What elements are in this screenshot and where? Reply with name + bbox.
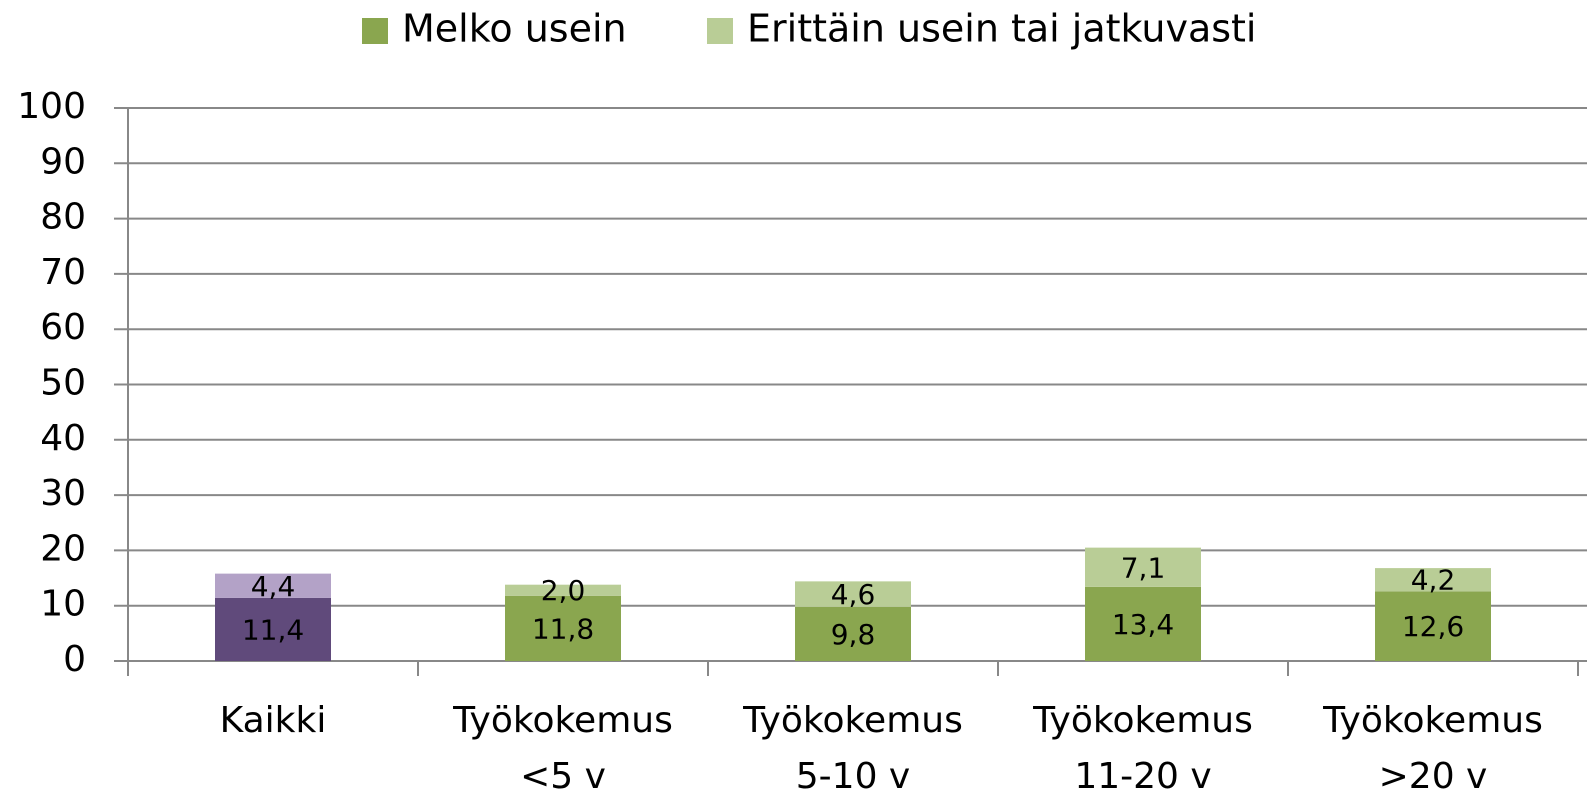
y-tick-label: 50 (40, 363, 86, 404)
x-tick-label: Työkokemus 11-20 v (1032, 700, 1253, 797)
bar-segment (1085, 547, 1201, 587)
y-tick-label: 0 (63, 639, 86, 680)
x-tick-label-line: Työkokemus (1322, 700, 1543, 741)
legend-swatch (362, 18, 388, 44)
bar-segment (215, 573, 331, 598)
x-tick-label: Työkokemus 5-10 v (742, 700, 963, 797)
y-tick-label: 40 (40, 418, 86, 459)
x-tick-label-line: Työkokemus (452, 700, 673, 741)
data-label: 4,6 (831, 578, 876, 611)
data-label: 12,6 (1402, 610, 1464, 643)
legend-label: Melko usein (402, 7, 627, 51)
x-tick-label-line: >20 v (1379, 756, 1488, 797)
y-tick-label: 90 (40, 141, 86, 182)
data-label: 2,0 (541, 574, 586, 607)
bar-segment (795, 606, 911, 661)
data-label: 13,4 (1112, 608, 1174, 641)
data-label: 4,2 (1411, 564, 1456, 597)
y-tick-label: 70 (40, 252, 86, 293)
x-tick-label: Työkokemus >20 v (1322, 700, 1543, 797)
bar-segment (505, 595, 621, 661)
y-tick-label: 80 (40, 197, 86, 238)
bar-segment (1375, 568, 1491, 592)
data-label: 11,4 (242, 613, 304, 646)
y-tick-label: 20 (40, 528, 86, 569)
y-tick-label: 100 (17, 86, 86, 127)
bar-segment (505, 584, 621, 596)
x-tick-label-line: Kaikki (220, 700, 327, 741)
data-label: 4,4 (251, 570, 296, 603)
bar-segment (1085, 586, 1201, 661)
data-label: 7,1 (1121, 551, 1166, 584)
y-tick-label: 30 (40, 473, 86, 514)
data-label: 9,8 (831, 618, 876, 651)
y-tick-label: 60 (40, 307, 86, 348)
bar-segment (215, 597, 331, 661)
x-tick-label-line: Työkokemus (1032, 700, 1253, 741)
bar-segment (795, 581, 911, 607)
x-tick-label: Kaikki (220, 700, 327, 741)
legend-label: Erittäin usein tai jatkuvasti (747, 7, 1257, 51)
x-tick-label-line: 11-20 v (1074, 756, 1211, 797)
legend-swatch (707, 18, 733, 44)
data-label: 11,8 (532, 612, 594, 645)
x-tick-label-line: 5-10 v (796, 756, 910, 797)
y-tick-label: 10 (40, 584, 86, 625)
x-tick-label-line: Työkokemus (742, 700, 963, 741)
bar-segment (1375, 591, 1491, 661)
x-tick-label-line: <5 v (520, 756, 606, 797)
x-tick-label: Työkokemus <5 v (452, 700, 673, 797)
